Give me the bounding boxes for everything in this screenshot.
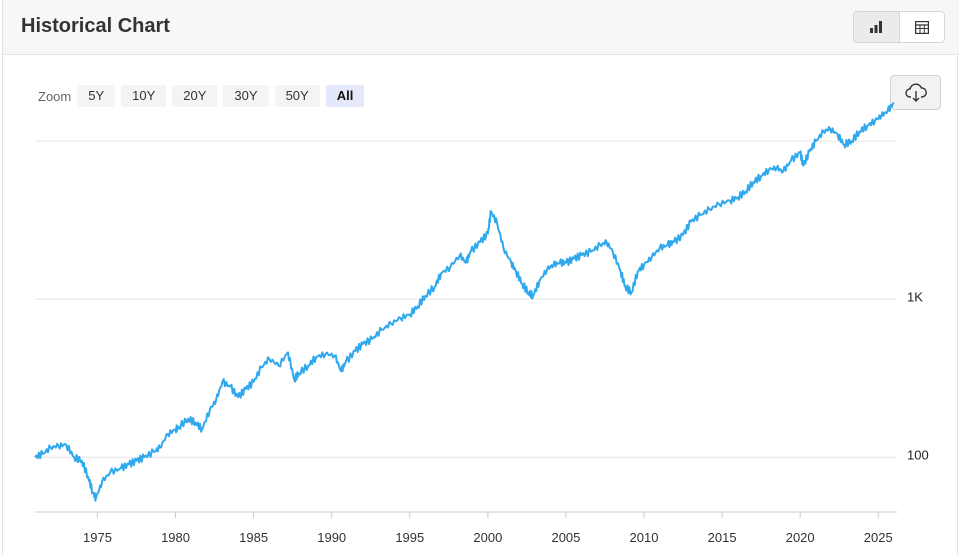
x-tick-label: 2015 — [708, 530, 737, 545]
zoom-label: Zoom — [38, 88, 72, 104]
x-tick-label: 1975 — [83, 530, 112, 545]
panel-header: Historical Chart — [3, 0, 959, 55]
y-tick-label: 1K — [907, 290, 923, 305]
zoom-30y-button[interactable]: 30Y — [223, 85, 269, 107]
x-tick-label: 2020 — [786, 530, 815, 545]
zoom-50y-button[interactable]: 50Y — [274, 85, 320, 107]
zoom-all-button[interactable]: All — [325, 85, 365, 107]
zoom-controls: Zoom 5Y 10Y 20Y 30Y 50Y All — [38, 85, 365, 107]
table-icon — [914, 20, 929, 34]
series-line-0 — [34, 102, 895, 502]
page-title: Historical Chart — [21, 15, 170, 37]
x-tick-label: 2000 — [473, 530, 502, 545]
cloud-download-icon — [904, 82, 927, 102]
zoom-5y-button[interactable]: 5Y — [77, 85, 116, 107]
x-tick-label: 2005 — [551, 530, 580, 545]
x-tick-label: 2010 — [630, 530, 659, 545]
x-tick-label: 1985 — [239, 530, 268, 545]
download-button[interactable] — [890, 75, 941, 110]
chart-view-button[interactable] — [854, 12, 900, 42]
x-tick-label: 2025 — [864, 530, 893, 545]
bar-chart-icon — [870, 21, 883, 33]
y-tick-label: 100 — [907, 448, 929, 463]
x-tick-label: 1995 — [395, 530, 424, 545]
x-tick-label: 1980 — [161, 530, 190, 545]
zoom-20y-button[interactable]: 20Y — [172, 85, 218, 107]
table-view-button[interactable] — [900, 12, 945, 42]
view-toggle — [853, 11, 945, 43]
x-tick-label: 1990 — [317, 530, 346, 545]
zoom-10y-button[interactable]: 10Y — [121, 85, 167, 107]
